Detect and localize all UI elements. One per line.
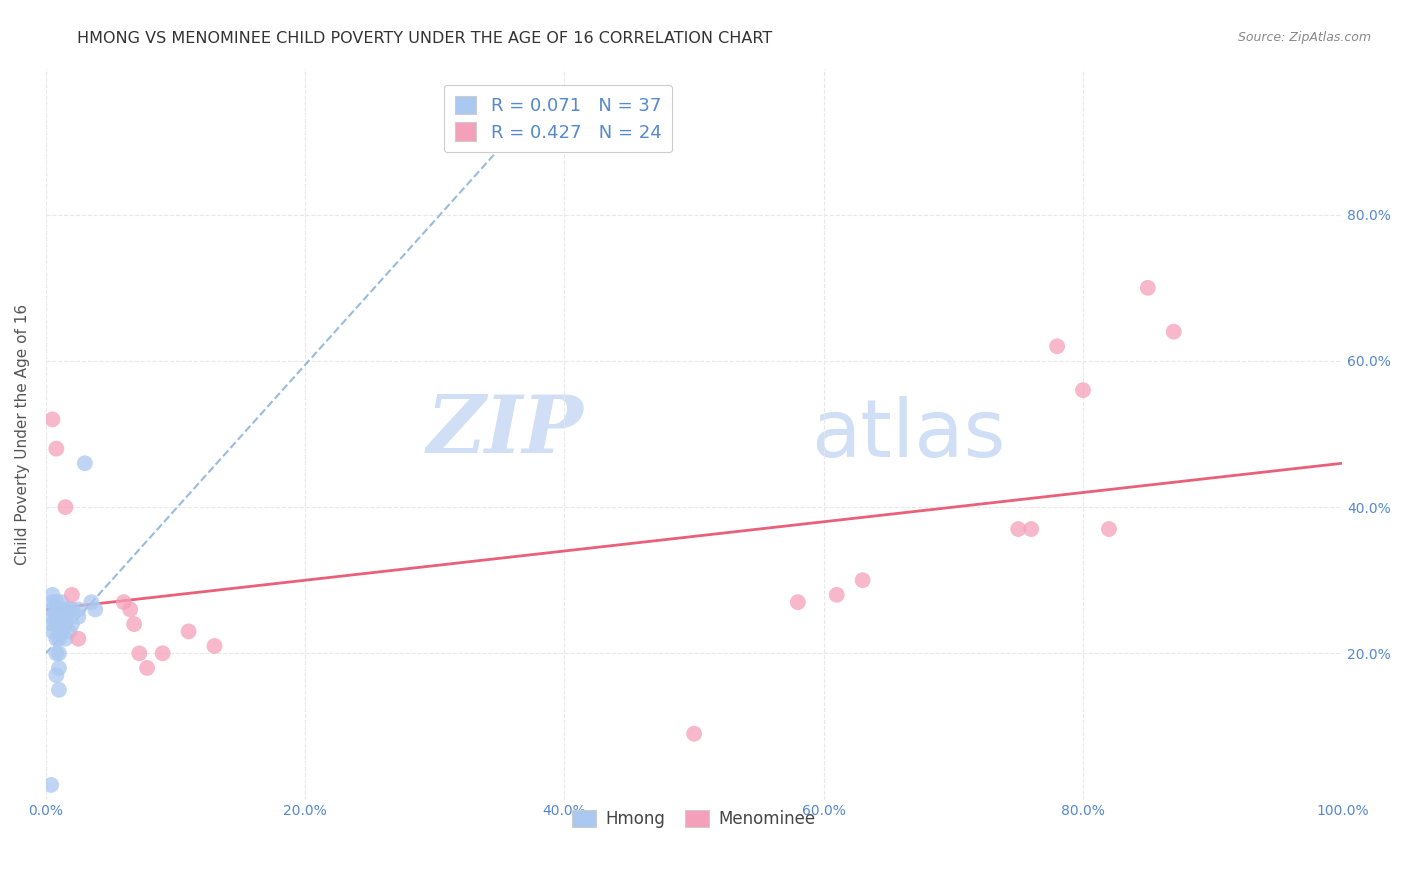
Point: [60, 602, 83, 616]
Point: [60, 588, 83, 602]
Point: [1071, 383, 1094, 397]
Point: [45, 442, 67, 456]
Point: [55, 609, 77, 624]
Point: [41, 412, 63, 426]
Point: [825, 588, 848, 602]
Point: [45, 646, 67, 660]
Point: [120, 602, 142, 616]
Point: [60, 617, 83, 632]
Point: [48, 646, 70, 660]
Point: [45, 595, 67, 609]
Point: [41, 588, 63, 602]
Point: [58, 624, 80, 639]
Point: [48, 609, 70, 624]
Point: [51, 609, 73, 624]
Point: [1007, 522, 1029, 536]
Point: [1136, 281, 1159, 295]
Point: [55, 632, 77, 646]
Text: Source: ZipAtlas.com: Source: ZipAtlas.com: [1237, 31, 1371, 45]
Point: [41, 624, 63, 639]
Point: [41, 609, 63, 624]
Legend: Hmong, Menominee: Hmong, Menominee: [565, 804, 823, 835]
Point: [45, 632, 67, 646]
Point: [67, 602, 90, 616]
Point: [177, 624, 200, 639]
Point: [73, 456, 96, 470]
Point: [51, 595, 73, 609]
Point: [122, 617, 145, 632]
Point: [41, 595, 63, 609]
Text: atlas: atlas: [811, 396, 1005, 475]
Y-axis label: Child Poverty Under the Age of 16: Child Poverty Under the Age of 16: [15, 303, 30, 565]
Point: [55, 500, 77, 515]
Point: [84, 602, 107, 616]
Point: [48, 602, 70, 616]
Point: [852, 573, 875, 587]
Point: [55, 617, 77, 632]
Point: [152, 646, 174, 660]
Point: [204, 639, 226, 653]
Point: [48, 682, 70, 697]
Point: [41, 617, 63, 632]
Point: [80, 595, 103, 609]
Point: [55, 602, 77, 616]
Point: [67, 632, 90, 646]
Point: [48, 632, 70, 646]
Text: HMONG VS MENOMINEE CHILD POVERTY UNDER THE AGE OF 16 CORRELATION CHART: HMONG VS MENOMINEE CHILD POVERTY UNDER T…: [77, 31, 772, 46]
Text: ZIP: ZIP: [427, 392, 583, 469]
Point: [112, 595, 135, 609]
Point: [39, 778, 62, 792]
Point: [51, 624, 73, 639]
Point: [41, 602, 63, 616]
Point: [48, 617, 70, 632]
Point: [45, 617, 67, 632]
Point: [45, 602, 67, 616]
Point: [58, 602, 80, 616]
Point: [48, 661, 70, 675]
Point: [45, 668, 67, 682]
Point: [1019, 522, 1042, 536]
Point: [786, 595, 808, 609]
Point: [45, 609, 67, 624]
Point: [1163, 325, 1185, 339]
Point: [128, 646, 150, 660]
Point: [1046, 339, 1069, 353]
Point: [683, 727, 706, 741]
Point: [136, 661, 159, 675]
Point: [1098, 522, 1121, 536]
Point: [67, 609, 90, 624]
